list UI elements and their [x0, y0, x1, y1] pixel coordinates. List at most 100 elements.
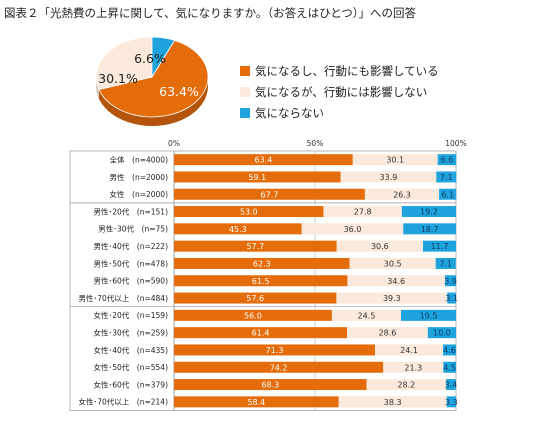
bar-segment	[174, 223, 302, 235]
bar-segment	[174, 275, 348, 287]
bar-segment	[174, 292, 337, 304]
bar-segment	[435, 257, 456, 269]
category-label: 女性･40代 (n=435)	[94, 345, 169, 355]
bar-value-label: 71.3	[266, 346, 284, 355]
legend-label-3: 気にならない	[255, 105, 324, 120]
bar-segment	[383, 361, 444, 373]
bar-value-label: 21.3	[404, 363, 422, 372]
bar-segment	[347, 275, 446, 287]
category-label: 男性･20代 (n=151)	[94, 206, 169, 216]
bar-segment	[436, 171, 457, 183]
bar-segment	[443, 344, 456, 356]
category-label: 男性･60代 (n=590)	[94, 276, 169, 286]
legend-swatch-1	[240, 65, 250, 76]
pie-slice-concerned	[95, 36, 153, 90]
legend-item-3: 気にならない	[240, 102, 439, 123]
chart-title: 図表２「光熱費の上昇に関して、気になりますか。（お答えはひとつ）」への回答	[4, 6, 417, 20]
bar-segment	[340, 171, 437, 183]
bar-value-label: 33.9	[380, 173, 398, 182]
legend-item-1: 気になるし、行動にも影響している	[240, 60, 439, 81]
bar-segment	[174, 206, 324, 218]
pie-label-2: 30.1%	[98, 71, 138, 86]
bar-value-label: 74.2	[270, 363, 288, 372]
bar-value-label: 3.1	[445, 294, 458, 303]
pie-slice-affected-side	[98, 77, 208, 126]
bar-value-label: 27.8	[354, 208, 372, 217]
bar-value-label: 61.4	[252, 329, 270, 338]
bar-value-label: 67.7	[261, 190, 279, 199]
bar-value-label: 3.4	[445, 381, 458, 390]
bar-segment	[401, 206, 456, 218]
bar-segment	[423, 240, 456, 252]
bar-segment	[349, 257, 436, 269]
bar-value-label: 3.3	[445, 398, 458, 407]
bar-value-label: 19.5	[420, 311, 438, 320]
bar-segment	[403, 223, 456, 235]
bar-value-label: 4.5	[443, 363, 456, 372]
bar-value-label: 63.4	[254, 156, 272, 165]
legend-swatch-3	[240, 107, 250, 118]
bar-segment	[174, 327, 348, 339]
category-label: 女性･70代以上 (n=214)	[79, 397, 169, 407]
bar-value-label: 68.3	[261, 381, 279, 390]
bar-value-label: 6.6	[441, 156, 454, 165]
bar-segment	[437, 154, 457, 166]
legend-label-2: 気になるが、行動には影響しない	[255, 84, 428, 99]
pie-chart: 63.4% 30.1% 6.6%	[95, 36, 209, 126]
bar-value-label: 36.0	[344, 225, 362, 234]
bar-value-label: 7.1	[440, 173, 453, 182]
bar-segment	[323, 206, 402, 218]
bar-value-label: 3.9	[444, 277, 457, 286]
category-label: 女性･50代 (n=554)	[94, 362, 169, 372]
pie-label-3: 6.6%	[134, 51, 166, 66]
bar-segment	[174, 188, 365, 200]
bar-segment	[174, 240, 337, 252]
bar-segment	[439, 188, 457, 200]
bar-value-label: 10.0	[433, 329, 451, 338]
pie-label-1: 63.4%	[159, 84, 199, 99]
legend-label-1: 気になるし、行動にも影響している	[255, 63, 439, 78]
category-label: 男性･30代 (n=75)	[98, 224, 168, 234]
bar-value-label: 28.6	[379, 329, 397, 338]
bar-value-label: 57.6	[246, 294, 264, 303]
bar-segment	[401, 309, 456, 321]
bar-value-label: 61.5	[252, 277, 270, 286]
bar-value-label: 19.2	[420, 208, 438, 217]
pie-slice-concerned-side	[96, 77, 99, 99]
category-label: 男性･50代 (n=478)	[94, 258, 169, 268]
category-label: 男性･40代 (n=222)	[94, 241, 169, 251]
bar-value-label: 26.3	[393, 190, 411, 199]
bar-segment	[338, 396, 447, 408]
legend: 気になるし、行動にも影響している 気になるが、行動には影響しない 気にならない	[240, 60, 439, 123]
bar-value-label: 30.6	[371, 242, 389, 251]
bar-segment	[336, 292, 448, 304]
bar-segment	[446, 396, 456, 408]
bar-value-label: 7.1	[439, 259, 452, 268]
x-tick-label: 50%	[307, 139, 324, 148]
category-label: 女性･30代 (n=259)	[94, 327, 169, 337]
bar-segment	[331, 309, 402, 321]
x-tick-label: 100%	[445, 139, 466, 148]
bar-segment	[443, 361, 456, 373]
bar-segment	[174, 154, 353, 166]
category-label: 女性･20代 (n=159)	[94, 310, 169, 320]
bar-value-label: 24.5	[358, 311, 376, 320]
bar-segment	[174, 344, 376, 356]
bar-value-label: 28.2	[397, 381, 415, 390]
bar-segment	[301, 223, 404, 235]
bar-segment	[352, 154, 438, 166]
bar-segment	[174, 257, 350, 269]
bar-value-label: 11.7	[431, 242, 449, 251]
bar-value-label: 58.4	[247, 398, 265, 407]
bar-value-label: 34.6	[387, 277, 405, 286]
bar-segment	[364, 188, 440, 200]
bar-value-label: 62.3	[253, 259, 271, 268]
bar-segment	[446, 379, 456, 391]
bar-value-label: 4.6	[443, 346, 456, 355]
bar-segment	[174, 309, 332, 321]
bar-value-label: 39.3	[383, 294, 401, 303]
bar-segment	[174, 379, 367, 391]
category-label: 男性･70代以上 (n=484)	[79, 293, 169, 303]
bar-segment	[174, 396, 339, 408]
